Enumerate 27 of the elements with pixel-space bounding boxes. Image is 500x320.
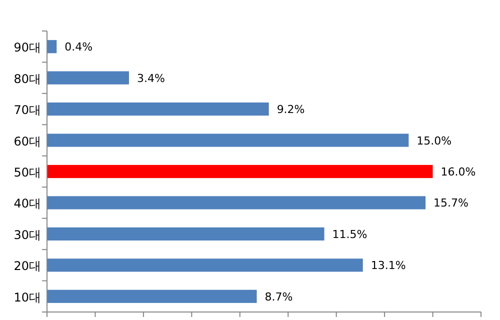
bar <box>47 258 363 272</box>
data-label: 11.5% <box>332 228 368 241</box>
data-label: 8.7% <box>264 290 293 304</box>
data-label: 9.2% <box>276 103 305 116</box>
y-tick-label: 20대 <box>14 259 41 274</box>
bar <box>47 134 409 147</box>
y-tick-label: 80대 <box>14 72 41 86</box>
y-tick-label: 50대 <box>14 166 41 180</box>
bar <box>47 71 129 84</box>
y-tick-label: 90대 <box>14 40 41 55</box>
data-label: 13.1% <box>370 259 406 272</box>
y-tick-label: 10대 <box>14 290 41 304</box>
y-tick-label: 40대 <box>14 196 41 211</box>
bar <box>47 227 324 240</box>
bar <box>47 290 257 303</box>
bar <box>47 40 57 54</box>
bar <box>47 102 269 116</box>
data-label: 15.7% <box>434 196 468 210</box>
data-label: 0.4% <box>64 40 93 54</box>
bar <box>47 196 426 210</box>
bar <box>47 164 433 178</box>
y-tick-label: 30대 <box>14 228 41 242</box>
data-label: 15.0% <box>416 134 452 148</box>
y-tick-label: 60대 <box>14 134 41 148</box>
y-tick-label: 70대 <box>14 103 41 118</box>
data-label: 16.0% <box>440 166 476 178</box>
data-label: 3.4% <box>136 72 165 85</box>
